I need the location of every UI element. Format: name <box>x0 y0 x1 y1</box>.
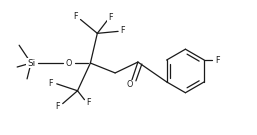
Text: O: O <box>66 59 72 68</box>
Text: F: F <box>120 26 124 35</box>
Text: F: F <box>49 79 53 88</box>
Text: F: F <box>215 56 219 65</box>
Text: F: F <box>108 13 113 22</box>
Text: Si: Si <box>27 59 35 68</box>
Text: F: F <box>86 98 91 107</box>
Text: O: O <box>127 80 133 89</box>
Text: F: F <box>56 102 60 111</box>
Text: F: F <box>73 12 78 21</box>
